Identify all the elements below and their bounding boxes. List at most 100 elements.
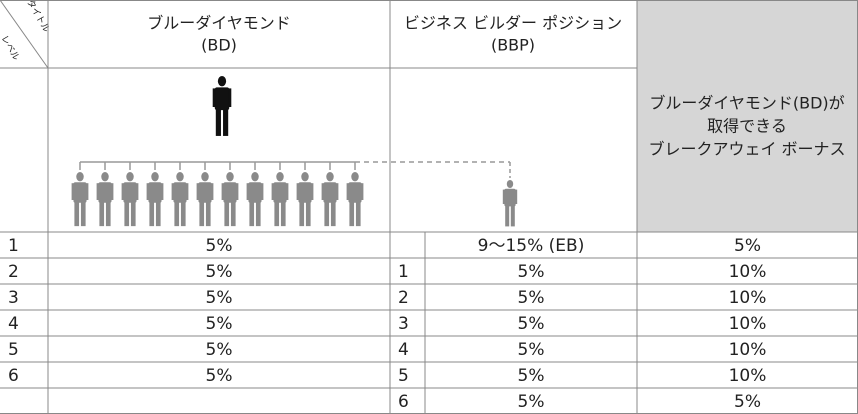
head: [217, 76, 227, 87]
torso: [98, 182, 112, 203]
leg: [205, 201, 211, 227]
leg: [124, 201, 130, 227]
leg: [149, 201, 155, 227]
person-figure: [221, 172, 239, 227]
cell: 5: [398, 366, 409, 386]
corner-level: レベル: [0, 34, 21, 62]
leg: [324, 201, 330, 227]
arm: [96, 183, 100, 200]
leg: [180, 201, 186, 227]
torso: [504, 188, 516, 207]
cell: 5%: [734, 236, 761, 256]
head: [76, 172, 84, 182]
arm: [212, 88, 216, 107]
bd-header: ブルーダイヤモンド: [147, 14, 291, 33]
head: [276, 172, 284, 182]
head: [126, 172, 134, 182]
bbp-header: (BBP): [491, 36, 535, 55]
org-illustration: [71, 76, 518, 227]
leg: [130, 201, 136, 227]
leg: [355, 201, 361, 227]
arm: [335, 183, 339, 200]
leg: [215, 109, 221, 136]
arm: [121, 183, 125, 200]
arm: [171, 183, 175, 200]
arm: [514, 189, 518, 204]
head: [101, 172, 109, 182]
torso: [198, 182, 212, 203]
cell: 6: [398, 392, 409, 412]
arm: [346, 183, 350, 200]
leg: [274, 201, 280, 227]
torso: [73, 182, 87, 203]
leg: [510, 205, 515, 227]
cell: 5%: [734, 392, 761, 412]
leg: [305, 201, 311, 227]
cell: 10%: [729, 314, 767, 334]
cell: 5%: [518, 262, 545, 282]
cell: 3: [398, 314, 409, 334]
arm: [285, 183, 289, 200]
leg: [230, 201, 236, 227]
torso: [323, 182, 337, 203]
person-figure: [346, 172, 364, 227]
leg: [199, 201, 205, 227]
cell: 9～15% (EB): [478, 236, 585, 256]
cell: 6: [8, 366, 19, 386]
leg: [155, 201, 161, 227]
arm: [260, 183, 264, 200]
cell: 5%: [206, 262, 233, 282]
arm: [85, 183, 89, 200]
head: [176, 172, 184, 182]
arm: [221, 183, 225, 200]
cell: 5%: [206, 366, 233, 386]
person-figure: [246, 172, 264, 227]
leg: [299, 201, 305, 227]
person-figure: [146, 172, 164, 227]
arm: [502, 189, 506, 204]
arm: [246, 183, 250, 200]
leg: [280, 201, 286, 227]
cell: 10%: [729, 340, 767, 360]
arm: [160, 183, 164, 200]
leg: [349, 201, 355, 227]
person-figure: [321, 172, 339, 227]
arm: [110, 183, 114, 200]
cell: 5%: [206, 236, 233, 256]
arm: [135, 183, 139, 200]
cell: 2: [8, 262, 19, 282]
torso: [298, 182, 312, 203]
arm: [228, 88, 232, 107]
leg: [255, 201, 261, 227]
head: [326, 172, 334, 182]
cell: 1: [398, 262, 409, 282]
person-figure: [296, 172, 314, 227]
arm: [310, 183, 314, 200]
cell: 5%: [518, 288, 545, 308]
bonus-header-bg: [637, 0, 858, 232]
torso: [214, 87, 230, 111]
person-figure: [96, 172, 114, 227]
torso: [248, 182, 262, 203]
torso: [123, 182, 137, 203]
torso: [273, 182, 287, 203]
person-figure: [196, 172, 214, 227]
arm: [71, 183, 75, 200]
cell: 5%: [518, 366, 545, 386]
arm: [185, 183, 189, 200]
person-figure: [271, 172, 289, 227]
cell: 10%: [729, 288, 767, 308]
torso: [223, 182, 237, 203]
corner-diagonal: [0, 0, 49, 69]
cell: 5%: [206, 314, 233, 334]
arm: [210, 183, 214, 200]
cell: 10%: [729, 366, 767, 386]
bbp-header: ビジネス ビルダー ポジション: [404, 14, 622, 33]
cell: 5%: [206, 340, 233, 360]
bonus-header: 取得できる: [707, 117, 787, 136]
cells: 1 5% 9～15% (EB) 5% 2 5% 1 5% 10% 3 5% 2 5% 10% 4 5% 3 5% 1…: [8, 236, 766, 412]
person-figure: [502, 180, 518, 227]
cell: 1: [8, 236, 19, 256]
person-figure: [171, 172, 189, 227]
